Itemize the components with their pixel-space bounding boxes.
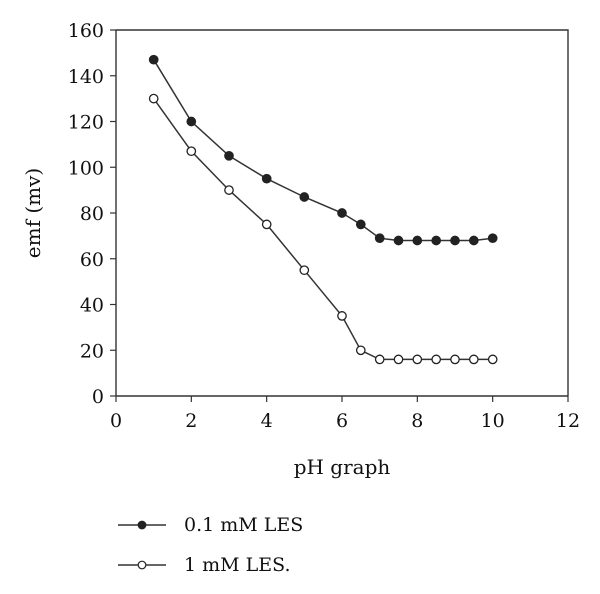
data-point: [487, 354, 498, 365]
series-layer: [148, 54, 498, 365]
data-point: [431, 354, 442, 365]
data-point: [355, 345, 366, 356]
y-tick-label: 40: [80, 295, 104, 317]
y-tick-label: 80: [80, 203, 104, 225]
y-tick-label: 0: [92, 386, 104, 408]
data-point: [431, 235, 442, 246]
y-axis-title: emf (mv): [21, 168, 45, 258]
x-axis-title: pH graph: [294, 455, 391, 479]
data-point: [148, 93, 159, 104]
series-1: [148, 54, 498, 246]
x-tick-label: 12: [556, 410, 580, 432]
legend-marker-series-1: [137, 520, 147, 530]
data-point: [148, 54, 159, 65]
x-tick-label: 10: [481, 410, 505, 432]
data-point: [450, 354, 460, 365]
legend-label-series-1: 0.1 mM LES: [184, 514, 303, 536]
data-point: [186, 146, 197, 157]
legend-marker-series-2: [137, 560, 147, 570]
data-point: [468, 354, 479, 365]
legend-label-series-2: 1 mM LES.: [184, 554, 291, 576]
series-line-2: [153, 98, 493, 361]
data-point: [412, 235, 423, 246]
data-point: [186, 116, 197, 127]
data-point: [374, 354, 385, 365]
legend-item-series-2: 1 mM LES.: [118, 554, 291, 576]
y-tick-label: 20: [80, 340, 104, 362]
data-point: [393, 235, 404, 246]
legend: 0.1 mM LES 1 mM LES.: [118, 514, 303, 576]
series-2: [148, 93, 498, 365]
data-point: [299, 265, 310, 276]
y-tick-label: 120: [68, 112, 104, 134]
data-point: [224, 185, 234, 195]
x-tick-label: 2: [185, 410, 197, 432]
x-axis-ticks: 0 2 4 6 8 10 12: [110, 396, 580, 432]
x-tick-label: 8: [411, 410, 423, 432]
y-tick-label: 160: [68, 20, 104, 42]
data-point: [355, 219, 366, 230]
x-tick-label: 0: [110, 410, 122, 432]
x-tick-label: 4: [261, 410, 273, 432]
data-point: [299, 192, 310, 202]
series-line-1: [153, 59, 493, 242]
plot-frame: [116, 29, 569, 396]
y-axis-ticks: 0 20 40 60 80 100 120 140 160: [68, 20, 116, 408]
data-point: [487, 233, 498, 244]
x-tick-label: 6: [336, 410, 348, 432]
data-point: [412, 354, 423, 365]
data-point: [224, 150, 234, 161]
data-point: [337, 208, 347, 218]
y-tick-label: 140: [68, 66, 104, 88]
y-tick-label: 100: [68, 157, 104, 179]
data-point: [393, 354, 404, 365]
legend-item-series-1: 0.1 mM LES: [118, 514, 303, 536]
data-point: [374, 233, 385, 244]
data-point: [261, 219, 272, 230]
data-point: [261, 173, 272, 184]
data-point: [450, 235, 460, 246]
data-point: [468, 235, 479, 246]
y-tick-label: 60: [80, 249, 104, 271]
data-point: [337, 311, 347, 321]
